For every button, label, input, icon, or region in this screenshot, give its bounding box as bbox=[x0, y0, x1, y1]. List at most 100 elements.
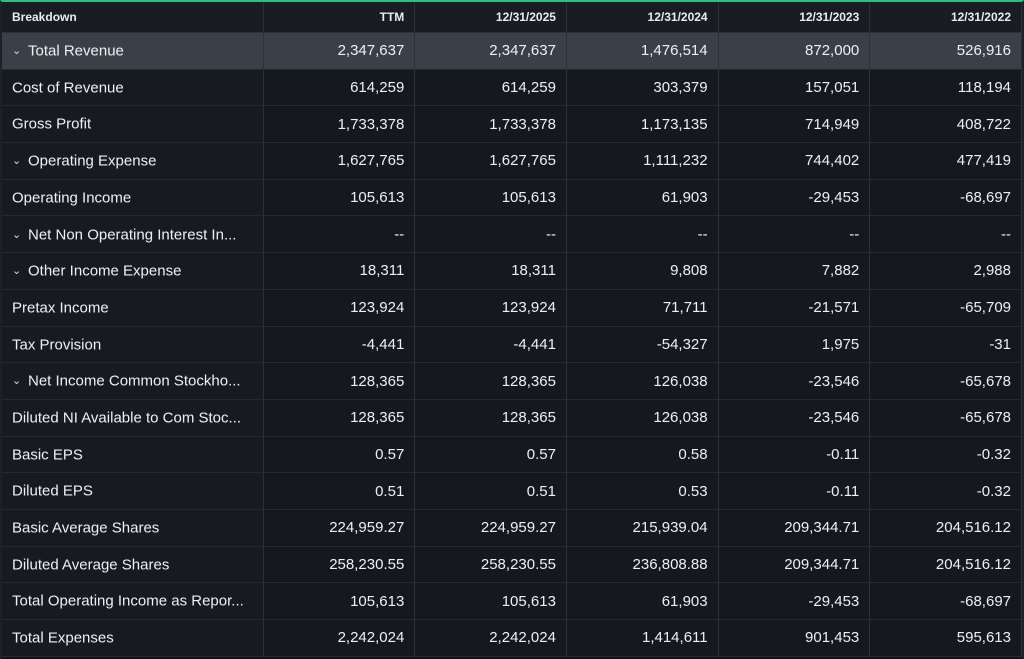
column-header-breakdown: Breakdown bbox=[2, 2, 264, 33]
table-cell: -- bbox=[414, 215, 567, 254]
table-cell: 714,949 bbox=[718, 105, 871, 144]
table-cell: 1,733,378 bbox=[414, 105, 567, 144]
table-cell: 408,722 bbox=[869, 105, 1022, 144]
table-cell: -65,709 bbox=[869, 289, 1022, 327]
table-cell: 61,903 bbox=[566, 179, 719, 217]
table-cell: 105,613 bbox=[263, 179, 416, 217]
table-cell: -65,678 bbox=[869, 399, 1022, 437]
table-cell: -29,453 bbox=[718, 582, 871, 620]
table-cell: 2,988 bbox=[869, 252, 1022, 290]
table-cell: 128,365 bbox=[414, 362, 567, 400]
chevron-down-icon[interactable]: ⌄ bbox=[12, 45, 22, 58]
row-label-cell: Basic EPS bbox=[2, 436, 264, 474]
table-cell: -- bbox=[718, 215, 871, 254]
row-label: Diluted EPS bbox=[12, 482, 93, 500]
table-row[interactable]: ⌄ Total Revenue 2,347,637 2,347,637 1,476,51… bbox=[2, 32, 1022, 70]
row-label: Total Expenses bbox=[12, 629, 114, 647]
table-cell: -21,571 bbox=[718, 289, 871, 327]
table-cell: 258,230.55 bbox=[263, 546, 416, 584]
row-label-cell: Operating Income bbox=[2, 179, 264, 217]
row-label: Diluted NI Available to Com Stoc... bbox=[12, 409, 241, 427]
table-cell: -- bbox=[566, 215, 719, 254]
chevron-down-icon[interactable]: ⌄ bbox=[12, 375, 22, 388]
table-cell: 209,344.71 bbox=[718, 509, 871, 547]
table-cell: -23,546 bbox=[718, 362, 871, 400]
table-cell: 614,259 bbox=[263, 69, 416, 107]
table-cell: 209,344.71 bbox=[718, 546, 871, 584]
row-label: Operating Income bbox=[12, 189, 132, 207]
table-cell: 0.57 bbox=[263, 436, 416, 474]
row-label-cell: Gross Profit bbox=[2, 105, 264, 144]
column-header-period: 12/31/2025 bbox=[414, 2, 567, 33]
row-label-cell[interactable]: ⌄ Net Non Operating Interest In... bbox=[2, 215, 264, 254]
table-cell: -68,697 bbox=[869, 179, 1022, 217]
table-cell: 872,000 bbox=[718, 32, 871, 70]
table-cell: 105,613 bbox=[414, 179, 567, 217]
table-cell: 128,365 bbox=[414, 399, 567, 437]
table-cell: 128,365 bbox=[263, 362, 416, 400]
table-cell: 61,903 bbox=[566, 582, 719, 620]
table-cell: 303,379 bbox=[566, 69, 719, 107]
table-cell: 1,627,765 bbox=[414, 142, 567, 180]
table-cell: -4,441 bbox=[263, 326, 416, 364]
table-cell: -- bbox=[263, 215, 416, 254]
table-row: Diluted Average Shares 258,230.55 258,230.… bbox=[2, 546, 1022, 584]
table-row[interactable]: ⌄ Operating Expense 1,627,765 1,627,765 1,11… bbox=[2, 142, 1022, 180]
table-cell: 2,347,637 bbox=[414, 32, 567, 70]
table-cell: 236,808.88 bbox=[566, 546, 719, 584]
table-cell: 204,516.12 bbox=[869, 546, 1022, 584]
chevron-down-icon[interactable]: ⌄ bbox=[12, 265, 22, 278]
row-label: Net Non Operating Interest In... bbox=[28, 226, 237, 244]
table-cell: 0.58 bbox=[566, 436, 719, 474]
row-label: Basic Average Shares bbox=[12, 519, 160, 537]
table-row[interactable]: ⌄ Other Income Expense 18,311 18,311 9,808 7,… bbox=[2, 252, 1022, 290]
row-label-cell[interactable]: ⌄ Other Income Expense bbox=[2, 252, 264, 290]
row-label-cell[interactable]: ⌄ Total Revenue bbox=[2, 32, 264, 70]
row-label-cell: Cost of Revenue bbox=[2, 69, 264, 107]
table-cell: 258,230.55 bbox=[414, 546, 567, 584]
table-cell: 526,916 bbox=[869, 32, 1022, 70]
table-cell: -4,441 bbox=[414, 326, 567, 364]
row-label-cell: Diluted Average Shares bbox=[2, 546, 264, 584]
table-row[interactable]: ⌄ Net Non Operating Interest In... -- -- -- -… bbox=[2, 215, 1022, 254]
row-label-cell[interactable]: ⌄ Net Income Common Stockho... bbox=[2, 362, 264, 400]
table-cell: 126,038 bbox=[566, 399, 719, 437]
row-label: Basic EPS bbox=[12, 446, 83, 464]
table-cell: 123,924 bbox=[414, 289, 567, 327]
table-cell: 126,038 bbox=[566, 362, 719, 400]
table-cell: 0.53 bbox=[566, 472, 719, 510]
row-label-cell: Diluted EPS bbox=[2, 472, 264, 510]
row-label: Total Operating Income as Repor... bbox=[12, 592, 244, 610]
row-label: Gross Profit bbox=[12, 115, 92, 133]
table-cell: 2,242,024 bbox=[263, 619, 416, 657]
table-row: Diluted NI Available to Com Stoc... 128,3… bbox=[2, 399, 1022, 437]
row-label-cell[interactable]: ⌄ Operating Expense bbox=[2, 142, 264, 180]
table-body: ⌄ Total Revenue 2,347,637 2,347,637 1,476,51… bbox=[2, 32, 1022, 657]
table-cell: 1,414,611 bbox=[566, 619, 719, 657]
table-cell: 477,419 bbox=[869, 142, 1022, 180]
table-cell: 1,111,232 bbox=[566, 142, 719, 180]
table-row[interactable]: ⌄ Net Income Common Stockho... 128,365 128,… bbox=[2, 362, 1022, 400]
chevron-down-icon[interactable]: ⌄ bbox=[12, 228, 22, 241]
table-cell: -0.11 bbox=[718, 436, 871, 474]
row-label: Diluted Average Shares bbox=[12, 556, 170, 574]
table-cell: 9,808 bbox=[566, 252, 719, 290]
table-cell: -68,697 bbox=[869, 582, 1022, 620]
table-cell: -0.32 bbox=[869, 472, 1022, 510]
row-label: Tax Provision bbox=[12, 336, 102, 354]
table-row: Cost of Revenue 614,259 614,259 303,379 157,… bbox=[2, 69, 1022, 107]
table-cell: 1,627,765 bbox=[263, 142, 416, 180]
table-cell: 0.51 bbox=[414, 472, 567, 510]
table-row: Pretax Income 123,924 123,924 71,711 -21,571… bbox=[2, 289, 1022, 327]
table-cell: 18,311 bbox=[263, 252, 416, 290]
table-cell: -65,678 bbox=[869, 362, 1022, 400]
row-label: Net Income Common Stockho... bbox=[28, 372, 241, 390]
chevron-down-icon[interactable]: ⌄ bbox=[12, 155, 22, 168]
row-label-cell: Total Expenses bbox=[2, 619, 264, 657]
row-label-cell: Tax Provision bbox=[2, 326, 264, 364]
table-cell: 123,924 bbox=[263, 289, 416, 327]
row-label: Total Revenue bbox=[28, 42, 124, 60]
table-cell: 18,311 bbox=[414, 252, 567, 290]
row-label: Pretax Income bbox=[12, 299, 109, 317]
